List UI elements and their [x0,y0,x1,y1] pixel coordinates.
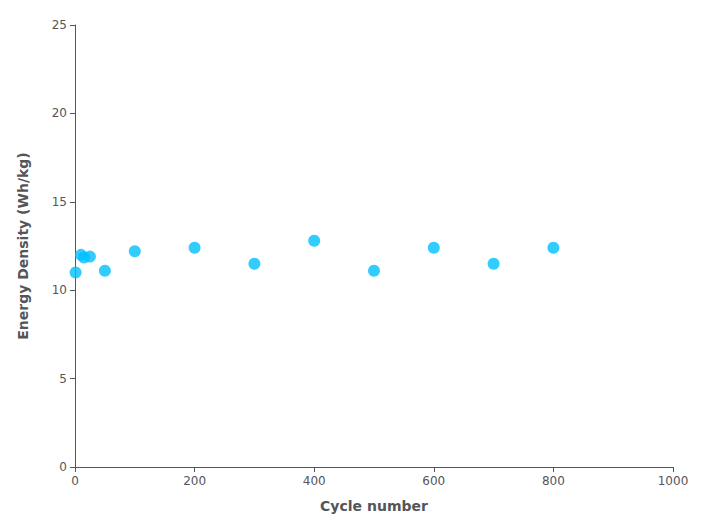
svg-text:1000: 1000 [658,474,689,488]
svg-text:5: 5 [59,372,67,386]
svg-text:400: 400 [303,474,326,488]
svg-text:0: 0 [59,460,67,474]
svg-text:0: 0 [71,474,79,488]
svg-text:Energy Density (Wh/kg): Energy Density (Wh/kg) [15,152,31,340]
svg-text:10: 10 [52,283,67,297]
svg-text:600: 600 [422,474,445,488]
svg-text:200: 200 [183,474,206,488]
svg-text:15: 15 [52,195,67,209]
svg-text:20: 20 [52,106,67,120]
svg-text:800: 800 [542,474,565,488]
svg-text:Cycle number: Cycle number [320,498,428,514]
svg-text:25: 25 [52,18,67,32]
